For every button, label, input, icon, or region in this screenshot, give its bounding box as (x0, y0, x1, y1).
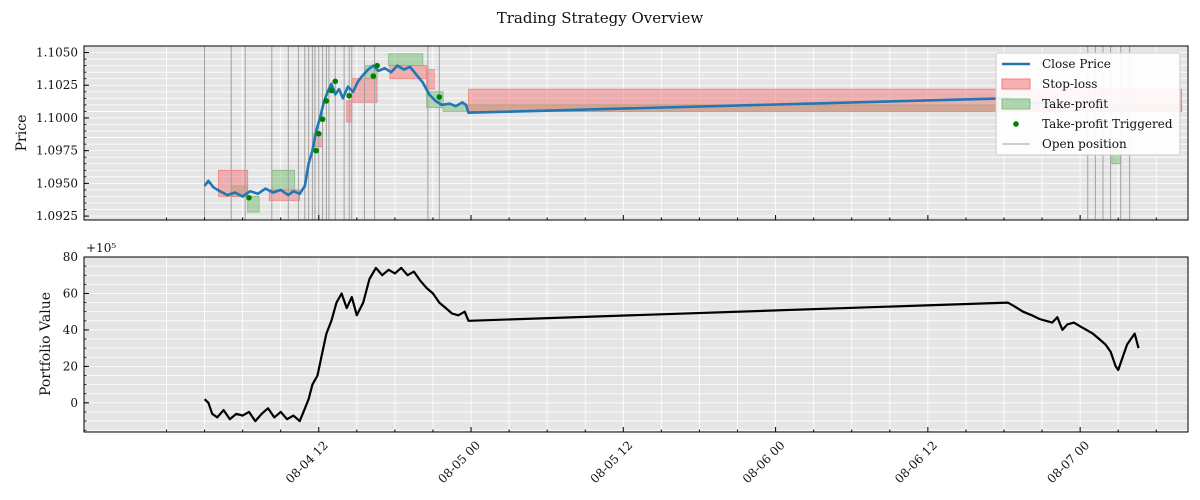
close-price-line (203, 64, 1056, 198)
stop-loss-zone (268, 189, 301, 201)
portfolio-y-tick-label: 60 (63, 286, 78, 300)
price-y-ticks: 1.0925 1.0950 1.0975 1.1000 1.1025 1.1050 (36, 46, 89, 223)
portfolio-y-axis-label: Portfolio Value (38, 292, 54, 396)
chart-title: Trading Strategy Overview (497, 9, 704, 27)
legend-swatch-stop-loss (1001, 78, 1031, 90)
price-y-tick-label: 1.1025 (36, 78, 78, 92)
portfolio-x-ticks: 08-04 12 08-05 00 08-05 12 08-06 00 08-06 12… (165, 427, 1157, 486)
price-series (203, 64, 1056, 198)
legend-label: Stop-loss (1042, 77, 1097, 91)
price-y-tick-label: 1.0975 (36, 144, 78, 158)
portfolio-grid (84, 256, 1188, 432)
price-panel: 1.0925 1.0950 1.0975 1.1000 1.1025 1.1050 Pri… (14, 45, 1189, 223)
portfolio-y-tick-label: 40 (63, 323, 78, 337)
price-y-tick-label: 1.0925 (36, 209, 78, 223)
legend-box (995, 52, 1181, 156)
legend-swatch-take-profit (1001, 98, 1031, 110)
price-legend: Close Price Stop-loss Take-profit Take-prof… (995, 52, 1181, 156)
legend-label: Open position (1042, 137, 1127, 151)
x-tick-label: 08-05 00 (435, 438, 483, 486)
take-profit-triggered-marker (346, 92, 353, 99)
price-markers (246, 62, 443, 201)
legend-label: Take-profit (1042, 97, 1108, 111)
take-profit-triggered-marker (374, 62, 380, 69)
take-profit-zone (271, 169, 296, 191)
legend-label: Close Price (1042, 57, 1111, 71)
take-profit-triggered-marker (323, 98, 330, 104)
take-profit-triggered-marker (436, 94, 443, 100)
take-profit-triggered-marker (328, 87, 335, 94)
take-profit-zone (247, 196, 260, 213)
take-profit-triggered-marker (246, 194, 252, 201)
x-tick-label: 08-05 12 (588, 438, 636, 486)
legend-swatch-take-profit-triggered (1013, 121, 1019, 127)
take-profit-zone (388, 53, 424, 67)
take-profit-triggered-marker (315, 130, 322, 137)
portfolio-offset-label: +10⁵ (86, 241, 116, 255)
portfolio-y-tick-label: 80 (63, 250, 78, 264)
take-profit-triggered-marker (313, 147, 320, 154)
legend-label: Take-profit Triggered (1042, 117, 1173, 131)
take-profit-triggered-marker (370, 73, 377, 79)
x-tick-label: 08-04 12 (283, 438, 331, 486)
portfolio-y-tick-label: 20 (63, 359, 78, 373)
portfolio-y-tick-label: 0 (70, 396, 78, 410)
x-tick-label: 08-06 00 (740, 438, 788, 486)
x-tick-label: 08-06 12 (892, 438, 940, 486)
stop-loss-zone (426, 69, 435, 90)
take-profit-triggered-marker (319, 116, 326, 123)
take-profit-triggered-marker (332, 78, 339, 85)
x-tick-label: 08-07 00 (1044, 438, 1092, 486)
price-y-tick-label: 1.0950 (36, 176, 78, 190)
portfolio-plot-frame (83, 256, 1189, 433)
price-y-tick-label: 1.1050 (36, 46, 78, 60)
price-plot-frame (83, 45, 1189, 221)
portfolio-panel: 0 20 40 60 80 08-04 12 08-05 00 08-05 12 08-06 … (38, 241, 1189, 486)
portfolio-plot-background (84, 257, 1188, 432)
price-y-tick-label: 1.1000 (36, 111, 78, 125)
portfolio-value-line (203, 266, 1140, 423)
portfolio-series (203, 266, 1140, 423)
price-y-axis-label: Price (14, 115, 30, 152)
